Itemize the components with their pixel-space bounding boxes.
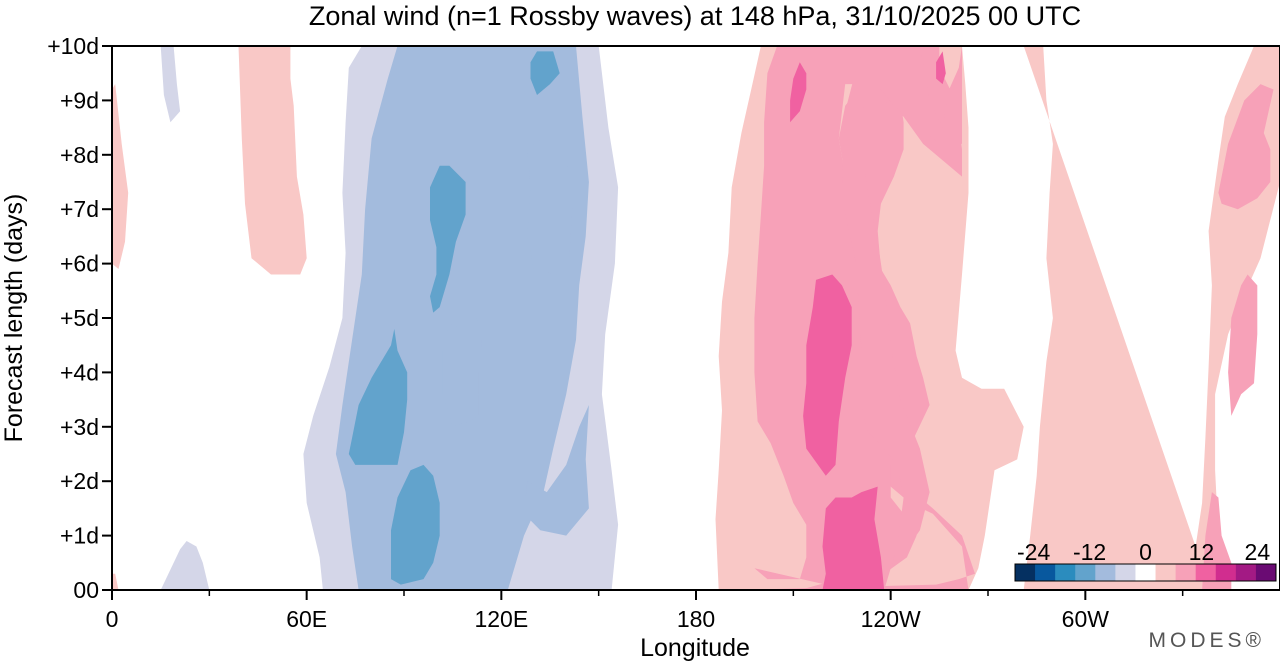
colorbar-swatch-9 — [1195, 564, 1217, 581]
contour-region-1 — [160, 541, 210, 590]
contour-region-20 — [1218, 84, 1274, 210]
y-axis-title: Forecast length (days) — [0, 194, 28, 443]
y-tick-label-+7d: +7d — [60, 196, 99, 222]
contour-region-24 — [803, 274, 852, 476]
x-tick-label-120W: 120W — [861, 606, 921, 632]
colorbar-label--24: -24 — [1017, 539, 1050, 565]
modes-logo: MODES® — [1149, 629, 1265, 652]
contour-region-7 — [468, 67, 502, 112]
contour-region-0 — [160, 46, 181, 123]
plot-area — [112, 46, 1280, 590]
contour-region-9 — [348, 328, 408, 465]
contour-region-12 — [112, 84, 129, 269]
contour-region-10 — [430, 165, 466, 313]
contour-region-14 — [112, 573, 119, 590]
y-tick-label-+3d: +3d — [60, 414, 99, 440]
x-tick-label-60E: 60E — [286, 606, 327, 632]
colorbar: -24 -12 0 12 24 — [1014, 539, 1277, 582]
colorbar-label-24: 24 — [1245, 539, 1271, 565]
x-axis-title: Longitude — [640, 634, 750, 662]
contour-region-26 — [936, 51, 946, 85]
colorbar-swatch-1 — [1035, 564, 1056, 581]
colorbar-swatch-2 — [1055, 564, 1076, 581]
contour-region-25 — [790, 62, 807, 123]
colorbar-swatch-7 — [1155, 564, 1177, 581]
y-tick-label-+5d: +5d — [60, 305, 99, 331]
contour-regions — [112, 46, 1280, 590]
colorbar-swatch-4 — [1095, 564, 1116, 581]
contour-region-6 — [524, 405, 589, 536]
contour-region-13 — [238, 46, 307, 275]
contour-region-11 — [530, 51, 560, 95]
x-tick-label-180: 180 — [677, 606, 715, 632]
y-axis: 00 +1d +2d +3d +4d +5d +6d +7d +8d +9d +10d — [47, 33, 112, 603]
y-tick-label-00: 00 — [73, 577, 99, 603]
contour-region-5 — [527, 133, 573, 275]
contour-region-18 — [754, 46, 962, 585]
y-tick-label-+1d: +1d — [60, 523, 99, 549]
x-tick-label-120E: 120E — [474, 606, 528, 632]
contour-region-21 — [1228, 274, 1258, 416]
x-tick-label-60W: 60W — [1062, 606, 1110, 632]
colorbar-swatch-11 — [1235, 564, 1257, 581]
y-tick-label-+4d: +4d — [60, 359, 99, 385]
colorbar-frame — [1014, 563, 1277, 582]
colorbar-label-12: 12 — [1189, 539, 1215, 565]
colorbar-swatch-3 — [1075, 564, 1096, 581]
contour-region-8 — [391, 464, 440, 585]
colorbar-swatch-8 — [1175, 564, 1197, 581]
colorbar-swatch-5 — [1115, 564, 1136, 581]
colorbar-label-0: 0 — [1139, 539, 1152, 565]
y-tick-label-+6d: +6d — [60, 251, 99, 277]
contour-region-4 — [442, 312, 482, 427]
y-tick-label-+10d: +10d — [47, 33, 99, 59]
x-tick-label-0: 0 — [106, 606, 119, 632]
colorbar-swatch-12 — [1255, 564, 1277, 581]
colorbar-swatch-10 — [1215, 564, 1237, 581]
chart-title: Zonal wind (n=1 Rossby waves) at 148 hPa… — [309, 1, 1081, 31]
x-axis: 0 60E 120E 180 120W 60W — [106, 590, 1184, 632]
contour-region-23 — [822, 486, 885, 590]
y-tick-label-+9d: +9d — [60, 87, 99, 113]
colorbar-label--12: -12 — [1073, 539, 1106, 565]
contour-region-19 — [799, 46, 962, 590]
y-tick-label-+8d: +8d — [60, 142, 99, 168]
colorbar-swatch-0 — [1015, 564, 1036, 581]
colorbar-swatch-6 — [1135, 564, 1156, 581]
y-tick-label-+2d: +2d — [60, 468, 99, 494]
contour-region-16 — [1023, 46, 1280, 590]
